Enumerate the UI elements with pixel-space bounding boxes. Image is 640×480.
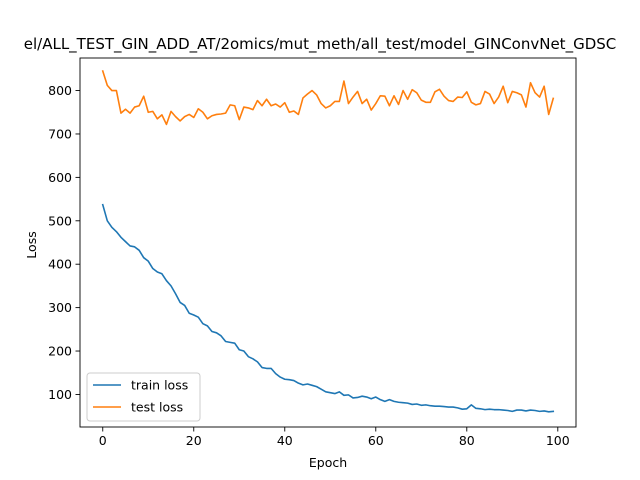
y-tick-label: 300 xyxy=(48,300,72,315)
legend: train loss test loss xyxy=(86,372,201,422)
y-tick-label: 600 xyxy=(48,170,72,185)
x-axis-label: Epoch xyxy=(309,455,347,470)
y-tick-label: 500 xyxy=(48,213,72,228)
x-tick-label: 0 xyxy=(99,433,107,448)
x-tick-label: 80 xyxy=(459,433,475,448)
chart-title: el/ALL_TEST_GIN_ADD_AT/2omics/mut_meth/a… xyxy=(24,35,617,54)
x-tick-label: 100 xyxy=(546,433,570,448)
plot-area xyxy=(101,70,555,413)
series-line-test-loss xyxy=(101,70,555,126)
y-tick-label: 100 xyxy=(48,387,72,402)
legend-label-train-loss: train loss xyxy=(131,378,188,393)
x-tick-label: 40 xyxy=(277,433,293,448)
y-tick-label: 200 xyxy=(48,344,72,359)
y-tick-label: 800 xyxy=(48,83,72,98)
x-tick-label: 60 xyxy=(368,433,384,448)
axes-frame xyxy=(79,57,577,428)
legend-label-test-loss: test loss xyxy=(131,400,183,415)
axes: 0 20 40 60 80 100 100 200 300 400 500 600 700 800 xyxy=(48,57,577,448)
series-line-train-loss xyxy=(101,203,555,413)
x-tick-label: 20 xyxy=(186,433,202,448)
y-tick-label: 400 xyxy=(48,257,72,272)
y-axis-label: Loss xyxy=(24,231,39,258)
y-tick-label: 700 xyxy=(48,126,72,141)
